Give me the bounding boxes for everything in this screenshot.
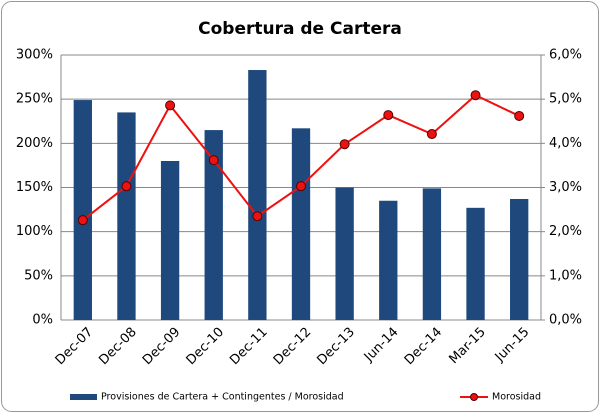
bar: [510, 198, 529, 320]
marker: [165, 100, 176, 111]
marker: [339, 139, 350, 150]
legend-label: Provisiones de Cartera + Contingentes / …: [101, 392, 344, 403]
bar: [73, 100, 92, 320]
marker: [426, 129, 437, 140]
y2-tick-label: 2,0%: [549, 224, 582, 239]
y2-tick-label: 1,0%: [549, 268, 582, 283]
y2-tick-label: 6,0%: [549, 48, 582, 63]
marker: [296, 181, 306, 192]
marker: [470, 90, 481, 101]
marker: [252, 211, 263, 222]
y-tick-label: 150%: [16, 180, 53, 195]
bar: [204, 130, 223, 320]
bar: [291, 128, 311, 320]
y-tick-label: 200%: [16, 136, 53, 151]
y-tick-label: 100%: [16, 224, 53, 239]
y2-tick-label: 4,0%: [549, 136, 582, 151]
legend-marker: [470, 393, 478, 401]
bar: [160, 161, 180, 320]
legend-label: Morosidad: [492, 392, 541, 403]
y-tick-label: 50%: [24, 268, 53, 283]
bar: [466, 207, 485, 320]
y2-tick-label: 5,0%: [549, 92, 582, 107]
y2-tick-label: 0,0%: [549, 313, 582, 328]
bar: [422, 188, 442, 320]
marker: [77, 215, 88, 226]
bar: [335, 187, 354, 320]
marker: [208, 155, 219, 166]
chart-title: Cobertura de Cartera: [198, 19, 402, 39]
marker: [514, 110, 525, 121]
y-tick-label: 0%: [32, 313, 53, 328]
marker: [383, 110, 394, 121]
legend-swatch: [70, 394, 97, 400]
y-tick-label: 250%: [16, 92, 53, 107]
bar: [117, 112, 136, 321]
y-tick-label: 300%: [16, 48, 53, 63]
bar: [379, 200, 398, 320]
y2-tick-label: 3,0%: [549, 180, 582, 195]
marker: [121, 181, 132, 192]
bar: [248, 70, 267, 321]
